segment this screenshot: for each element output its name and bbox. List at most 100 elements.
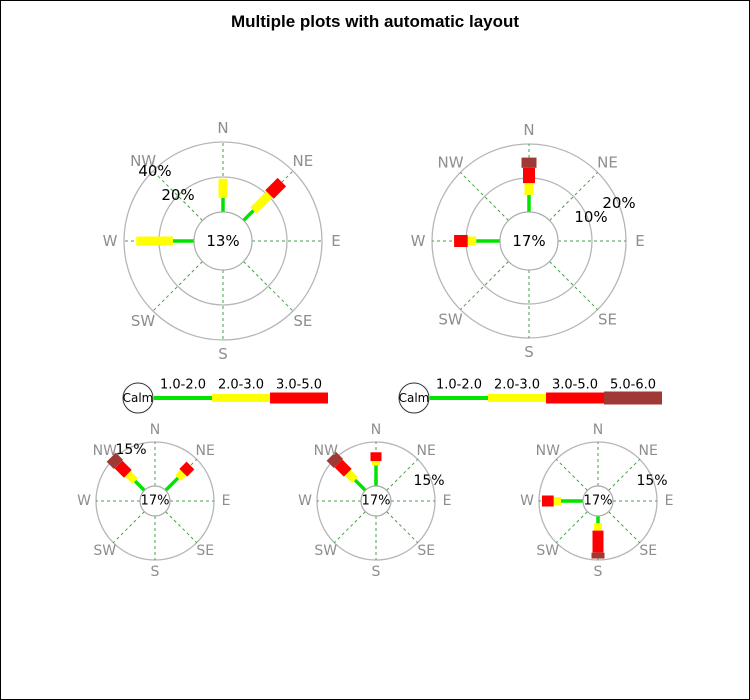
compass-label-SW: SW [438, 310, 463, 328]
compass-label-SW: SW [93, 543, 116, 559]
axis-tick-label: 15% [636, 473, 667, 489]
radial-gridline-SW [333, 511, 366, 544]
radial-gridline-SE [386, 511, 419, 544]
legend-bin-label: 2.0-3.0 [218, 378, 264, 393]
compass-label-S: S [524, 343, 534, 361]
legend-right: 1.0-2.0 2.0-3.0 3.0-5.0 5.0-6.0 Calm [398, 378, 662, 414]
spoke-NW-bin-1.0-2.0 [353, 478, 367, 492]
calm-circle [360, 485, 392, 517]
calm-percent-label: 17% [584, 494, 613, 509]
compass-label-SE: SE [639, 543, 657, 559]
axis-tick-label: 15% [115, 442, 146, 458]
compass-label-NE: NE [639, 443, 658, 459]
windrose-top-left: 13% N NE E SE S SW W NW 20% 40% [103, 119, 341, 363]
legend-swatch-1.0-2.0 [430, 396, 488, 400]
spoke-NW-bin-2.0-3.0 [344, 469, 358, 483]
axis-tick-label: 15% [413, 473, 444, 489]
calm-percent-label: 13% [206, 232, 239, 250]
spoke-NE-bin-1.0-2.0 [242, 209, 255, 222]
legend-calm-circle [122, 382, 154, 414]
compass-label-S: S [218, 345, 228, 363]
radial-gridline-NW [555, 458, 588, 491]
legend-bin-label: 5.0-6.0 [610, 378, 656, 393]
compass-label-NE: NE [196, 443, 215, 459]
spoke-NW-bin-5.0-6.0 [326, 451, 344, 469]
radial-gridline-SE [549, 261, 598, 310]
spoke-NW-bin-2.0-3.0 [124, 470, 138, 484]
compass-label-W: W [77, 493, 91, 509]
compass-label-N: N [523, 121, 534, 139]
spoke-NW-bin-5.0-6.0 [106, 452, 124, 470]
radial-gridline-NE [608, 458, 641, 491]
compass-label-NW: NW [93, 443, 117, 459]
legend-bin-label: 2.0-3.0 [494, 378, 540, 393]
compass-label-W: W [103, 232, 118, 250]
compass-label-NW: NW [437, 154, 463, 172]
axis-tick-label: 20% [602, 194, 635, 212]
compass-label-SE: SE [293, 312, 312, 330]
legend-swatch-3.0-5.0 [546, 392, 604, 404]
compass-label-E: E [222, 493, 231, 509]
legend-bin-label: 1.0-2.0 [160, 378, 206, 393]
calm-circle [582, 485, 614, 517]
calm-circle [499, 211, 559, 271]
calm-circle [193, 211, 253, 271]
compass-label-NW: NW [130, 152, 156, 170]
radial-gridline-SE [608, 511, 641, 544]
compass-label-NE: NE [417, 443, 436, 459]
legend-calm-circle [398, 382, 430, 414]
radial-gridline-NE [386, 458, 419, 491]
radial-gridline-SW [460, 261, 509, 310]
compass-label-SE: SE [196, 543, 214, 559]
legend-swatch-2.0-3.0 [488, 394, 546, 402]
radial-gridline-SW [112, 511, 145, 544]
spoke-NE-bin-1.0-2.0 [164, 476, 180, 492]
legend-swatch-3.0-5.0 [270, 392, 328, 404]
compass-label-E: E [443, 493, 452, 509]
compass-label-N: N [217, 119, 228, 137]
compass-label-E: E [635, 232, 644, 250]
calm-circle [139, 485, 171, 517]
compass-label-SW: SW [131, 312, 156, 330]
calm-percent-label: 17% [141, 494, 170, 509]
compass-label-NE: NE [597, 154, 618, 172]
legend-bin-label: 3.0-5.0 [552, 378, 598, 393]
compass-label-NW: NW [314, 443, 338, 459]
compass-label-SW: SW [536, 543, 559, 559]
legend-bin-label: 3.0-5.0 [276, 378, 322, 393]
compass-label-W: W [298, 493, 312, 509]
legend-left: 1.0-2.0 2.0-3.0 3.0-5.0 Calm [122, 378, 328, 414]
spoke-NW-bin-3.0-5.0 [114, 460, 132, 478]
compass-label-NW: NW [536, 443, 560, 459]
axis-ring [123, 141, 323, 341]
radial-gridline-NE [549, 172, 598, 221]
windrose-top-right: 17% N NE E SE S SW W NW 10%20% [411, 121, 645, 361]
compass-label-N: N [593, 422, 603, 438]
compass-label-N: N [371, 422, 381, 438]
legend-calm-label: Calm [123, 391, 154, 405]
radial-gridline-SW [555, 511, 588, 544]
compass-label-S: S [594, 564, 603, 580]
compass-label-W: W [520, 493, 534, 509]
compass-label-S: S [372, 564, 381, 580]
compass-label-E: E [665, 493, 674, 509]
legend-swatch-5.0-6.0 [604, 391, 662, 405]
compass-label-S: S [151, 564, 160, 580]
chart-title: Multiple plots with automatic layout [230, 12, 520, 31]
legend-swatch-1.0-2.0 [154, 396, 212, 400]
spoke-NW-bin-1.0-2.0 [133, 479, 146, 492]
compass-label-SE: SE [598, 310, 617, 328]
compass-label-E: E [331, 232, 340, 250]
spoke-NE-bin-2.0-3.0 [250, 191, 273, 214]
compass-label-W: W [411, 232, 426, 250]
axis-tick-label: 40% [138, 162, 171, 180]
legend-calm-label: Calm [399, 391, 430, 405]
radial-gridline-NW [460, 172, 509, 221]
legend-swatch-2.0-3.0 [212, 394, 270, 402]
calm-percent-label: 17% [362, 494, 391, 509]
compass-label-N: N [150, 422, 160, 438]
legend-bin-label: 1.0-2.0 [436, 378, 482, 393]
